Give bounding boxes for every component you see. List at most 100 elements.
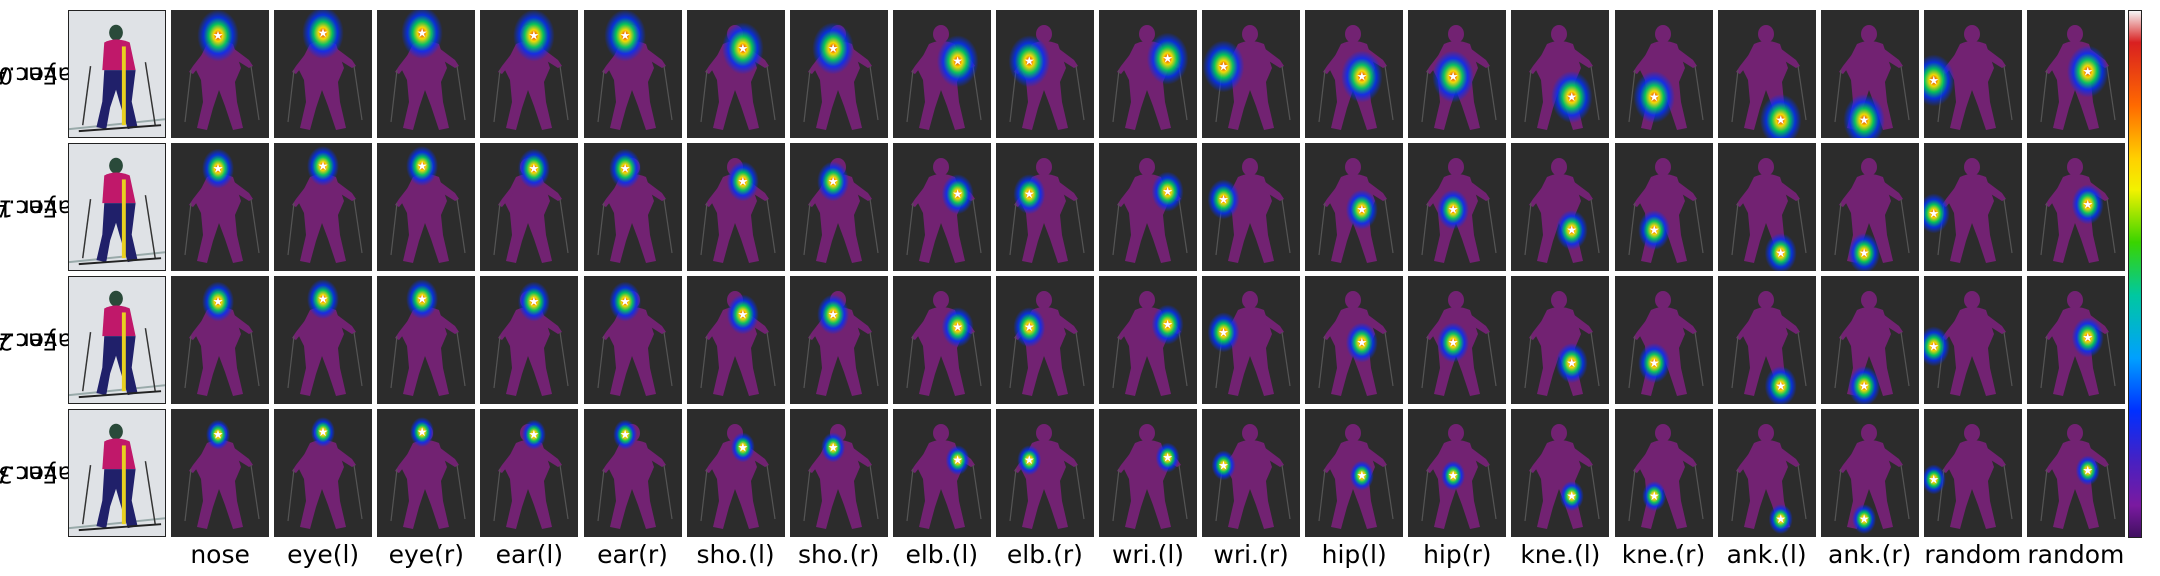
svg-text:★: ★ bbox=[529, 162, 540, 176]
attention-map: ★ bbox=[789, 276, 888, 404]
attention-map: ★ bbox=[789, 10, 888, 138]
column-label: eye(l) bbox=[287, 540, 360, 569]
svg-text:★: ★ bbox=[1448, 70, 1459, 84]
attention-map: ★ bbox=[583, 276, 682, 404]
attention-map: ★ bbox=[1202, 10, 1301, 138]
svg-text:★: ★ bbox=[417, 292, 428, 306]
svg-text:★: ★ bbox=[213, 428, 224, 442]
attention-map: ★ bbox=[892, 143, 991, 271]
svg-text:★: ★ bbox=[1448, 203, 1459, 217]
svg-text:★: ★ bbox=[952, 187, 963, 201]
svg-text:★: ★ bbox=[827, 174, 838, 188]
column-label: random bbox=[2027, 540, 2125, 569]
svg-text:★: ★ bbox=[529, 295, 540, 309]
svg-text:★: ★ bbox=[1448, 336, 1459, 350]
svg-text:★: ★ bbox=[952, 320, 963, 334]
svg-text:★: ★ bbox=[2082, 197, 2093, 211]
svg-text:★: ★ bbox=[1024, 187, 1035, 201]
row-label-layer-2: Enc.Att.Layer 2 bbox=[0, 276, 85, 404]
attention-map: ★ bbox=[686, 409, 785, 537]
attention-map: ★ bbox=[1305, 143, 1404, 271]
attention-map: ★ bbox=[274, 409, 373, 537]
svg-text:★: ★ bbox=[952, 54, 963, 68]
attention-map: ★ bbox=[480, 276, 579, 404]
svg-text:★: ★ bbox=[1567, 223, 1578, 237]
column-label: sho.(l) bbox=[696, 540, 775, 569]
attention-map: ★ bbox=[1099, 10, 1197, 138]
column-label: wri.(l) bbox=[1111, 540, 1185, 569]
svg-text:★: ★ bbox=[1567, 489, 1578, 503]
svg-text:★: ★ bbox=[213, 29, 224, 43]
column-label: kne.(r) bbox=[1621, 540, 1706, 569]
svg-text:★: ★ bbox=[1928, 73, 1939, 87]
svg-text:★: ★ bbox=[1024, 54, 1035, 68]
svg-text:★: ★ bbox=[2082, 463, 2093, 477]
column-label: nose bbox=[190, 540, 250, 569]
attention-map: ★ bbox=[1717, 409, 1816, 537]
svg-text:★: ★ bbox=[737, 174, 748, 188]
svg-text:★: ★ bbox=[417, 159, 428, 173]
svg-text:★: ★ bbox=[1218, 325, 1229, 339]
svg-text:★: ★ bbox=[1024, 453, 1035, 467]
attention-map: ★ bbox=[480, 409, 579, 537]
svg-text:★: ★ bbox=[318, 159, 329, 173]
svg-text:★: ★ bbox=[213, 162, 224, 176]
column-label: hip(l) bbox=[1321, 540, 1387, 569]
attention-map: ★ bbox=[1923, 409, 2022, 537]
row-label-layer-1: Enc.Att.Layer 1 bbox=[0, 143, 85, 271]
attention-map: ★ bbox=[377, 409, 476, 537]
svg-text:★: ★ bbox=[318, 425, 329, 439]
svg-text:★: ★ bbox=[619, 295, 630, 309]
svg-text:★: ★ bbox=[1357, 336, 1368, 350]
svg-text:★: ★ bbox=[737, 307, 748, 321]
attention-map: ★ bbox=[274, 143, 373, 271]
column-label: ank.(r) bbox=[1828, 540, 1912, 569]
svg-text:★: ★ bbox=[827, 307, 838, 321]
svg-text:★: ★ bbox=[827, 41, 838, 55]
svg-text:★: ★ bbox=[213, 295, 224, 309]
attention-map: ★ bbox=[1305, 10, 1404, 138]
attention-map: ★ bbox=[1614, 143, 1713, 271]
attention-map: ★ bbox=[377, 276, 476, 404]
column-label: elb.(l) bbox=[905, 540, 979, 569]
svg-text:★: ★ bbox=[1775, 113, 1786, 127]
svg-text:★: ★ bbox=[1024, 320, 1035, 334]
svg-text:★: ★ bbox=[1448, 469, 1459, 483]
attention-map: ★ bbox=[171, 409, 270, 537]
source-image bbox=[68, 10, 166, 138]
attention-map: ★ bbox=[686, 143, 785, 271]
attention-map: ★ bbox=[1511, 276, 1610, 404]
attention-map: ★ bbox=[1717, 10, 1816, 138]
row-label-layer-3: Enc.Att.Layer 3 bbox=[0, 409, 85, 537]
column-label: ear(l) bbox=[495, 540, 564, 569]
attention-map: ★ bbox=[583, 143, 682, 271]
attention-map: ★ bbox=[1408, 10, 1507, 138]
attention-map: ★ bbox=[1408, 143, 1507, 271]
svg-text:★: ★ bbox=[619, 162, 630, 176]
svg-text:★: ★ bbox=[1775, 379, 1786, 393]
svg-text:★: ★ bbox=[1775, 246, 1786, 260]
attention-map: ★ bbox=[1202, 276, 1301, 404]
attention-map: ★ bbox=[1305, 409, 1404, 537]
svg-text:★: ★ bbox=[1162, 451, 1173, 465]
svg-text:★: ★ bbox=[417, 425, 428, 439]
attention-map: ★ bbox=[1820, 10, 1919, 138]
attention-map: ★ bbox=[1820, 409, 1919, 537]
attention-map: ★ bbox=[789, 143, 888, 271]
column-label: ear(r) bbox=[597, 540, 668, 569]
attention-map: ★ bbox=[1099, 409, 1197, 537]
attention-map: ★ bbox=[1923, 276, 2022, 404]
svg-text:★: ★ bbox=[318, 292, 329, 306]
svg-text:★: ★ bbox=[1648, 90, 1659, 104]
attention-map: ★ bbox=[583, 409, 682, 537]
attention-map: ★ bbox=[583, 10, 682, 138]
attention-map: ★ bbox=[1511, 143, 1610, 271]
source-image bbox=[68, 409, 166, 537]
svg-text:★: ★ bbox=[2082, 64, 2093, 78]
svg-text:★: ★ bbox=[1162, 52, 1173, 66]
attention-map: ★ bbox=[1099, 276, 1197, 404]
attention-map: ★ bbox=[1099, 143, 1197, 271]
attention-map: ★ bbox=[1614, 10, 1713, 138]
attention-map: ★ bbox=[995, 409, 1094, 537]
